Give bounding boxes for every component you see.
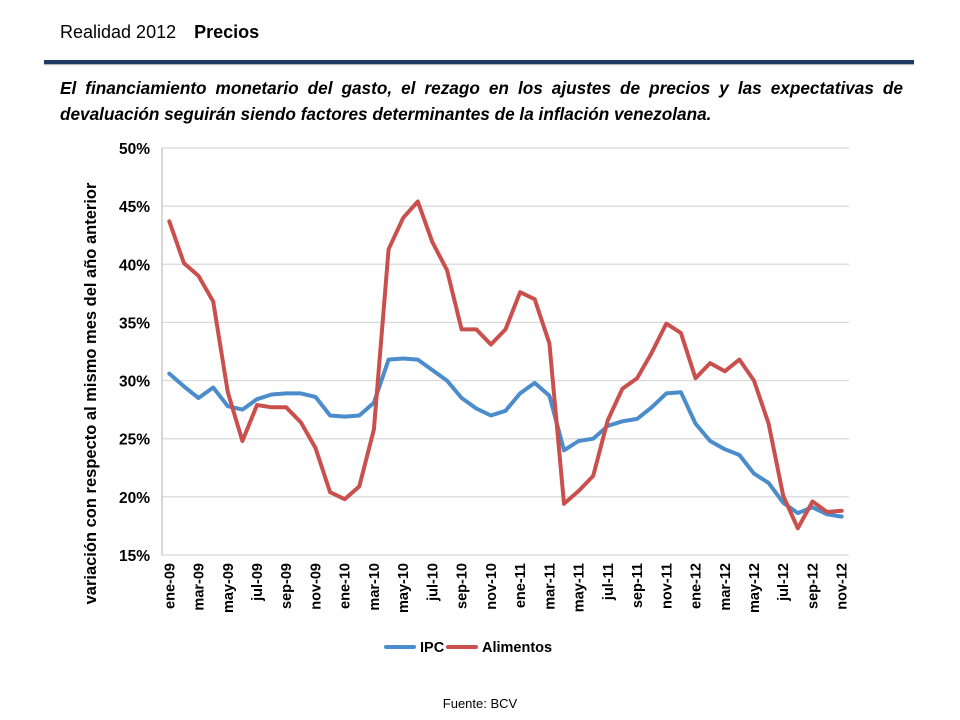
x-tick-label: may-11 xyxy=(572,563,588,612)
x-tick-label: jul-09 xyxy=(250,563,266,602)
x-tick-label: may-09 xyxy=(221,563,237,613)
report-title: Realidad 2012 xyxy=(60,22,177,42)
y-tick-label: 25% xyxy=(119,432,150,449)
y-tick-label: 30% xyxy=(119,374,150,391)
x-tick-label: nov-11 xyxy=(659,563,675,609)
source-note: Fuente: BCV xyxy=(442,696,518,711)
series-line-ipc xyxy=(167,356,844,519)
x-tick-label: sep-10 xyxy=(455,563,471,609)
x-tick-label: ene-09 xyxy=(162,563,178,609)
line-chart: 15% 20% 25% 30% 35% 40% 45% 50% ene-09 mar-09 may-… xyxy=(82,141,851,656)
x-tick-label: mar-09 xyxy=(192,563,208,611)
y-tick-label: 45% xyxy=(119,199,150,216)
legend-label: IPC xyxy=(420,640,445,656)
y-axis-label: variación con respecto al mismo mes del … xyxy=(82,182,100,604)
x-tick-label: ene-12 xyxy=(689,563,705,609)
header-divider xyxy=(44,60,914,64)
tick-labels: 15% 20% 25% 30% 35% 40% 45% 50% ene-09 mar-09 may-… xyxy=(119,141,851,613)
legend-label: Alimentos xyxy=(482,640,552,656)
x-tick-label: mar-10 xyxy=(367,563,383,611)
x-tick-label: nov-12 xyxy=(835,563,851,610)
x-tick-label: nov-09 xyxy=(308,563,324,610)
y-tick-label: 35% xyxy=(119,315,150,332)
y-tick-label: 50% xyxy=(119,141,150,158)
section-title: Precios xyxy=(194,22,260,42)
x-tick-label: mar-11 xyxy=(542,563,558,610)
legend: IPC Alimentos xyxy=(384,640,552,656)
x-tick-label: may-12 xyxy=(747,563,763,613)
series-lines xyxy=(167,199,844,531)
x-tick-label: ene-11 xyxy=(513,563,529,608)
y-tick-label: 15% xyxy=(119,548,150,565)
x-tick-label: ene-10 xyxy=(338,563,354,609)
x-tick-label: jul-12 xyxy=(776,563,792,602)
x-tick-label: sep-12 xyxy=(805,563,821,609)
series-line-alimentos xyxy=(167,199,844,531)
header: Realidad 2012 Precios xyxy=(60,22,259,43)
slide-subtitle: El financiamiento monetario del gasto, e… xyxy=(60,78,903,124)
grid-lines xyxy=(162,147,849,556)
x-tick-label: jul-11 xyxy=(601,563,617,601)
y-tick-label: 40% xyxy=(119,257,150,274)
x-tick-label: may-10 xyxy=(396,563,412,613)
x-tick-label: mar-12 xyxy=(718,563,734,611)
y-tick-label: 20% xyxy=(119,490,150,507)
x-tick-label: sep-09 xyxy=(279,563,295,609)
x-tick-label: jul-10 xyxy=(425,563,441,602)
x-tick-label: sep-11 xyxy=(630,563,646,608)
x-tick-label: nov-10 xyxy=(484,563,500,610)
